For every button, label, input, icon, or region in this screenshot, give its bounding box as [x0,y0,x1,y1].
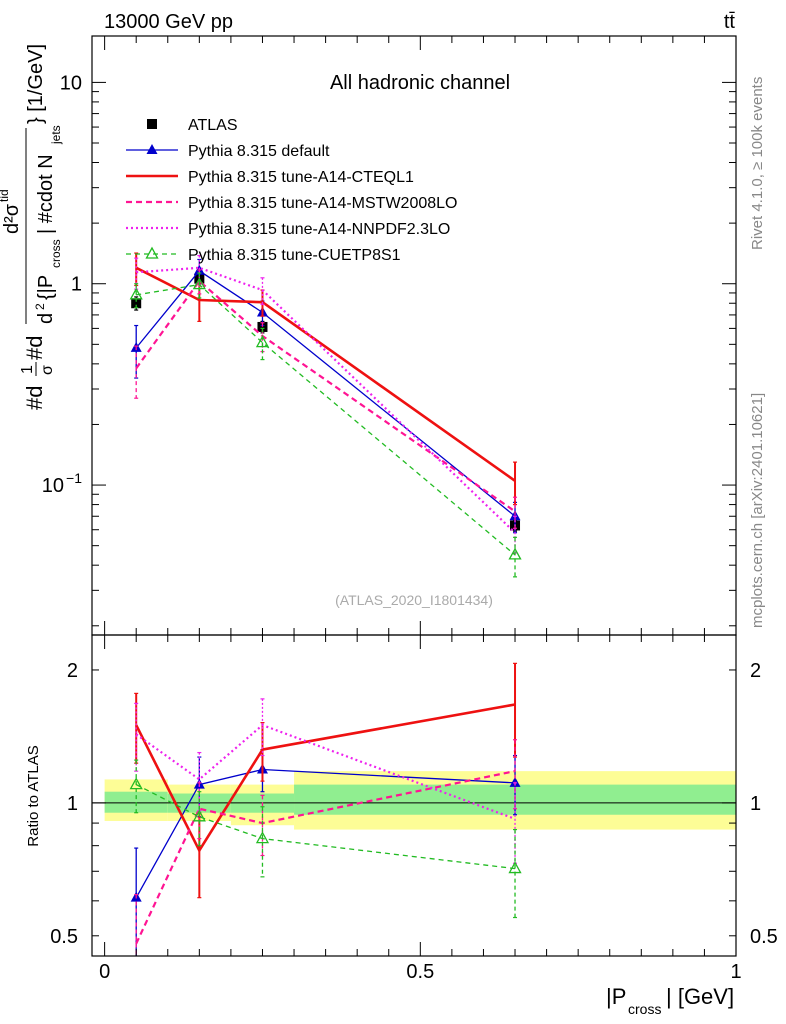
point-cuetp8s1-0-ratio [129,777,143,790]
ylabel-d2-num-sup: tid [0,189,11,202]
line-cuetp8s1-ratio [135,784,516,870]
series-cuetp8s1-ratio [129,759,522,919]
point-atlas-0 [131,298,142,309]
point-cuetp8s1-3-ratio [508,861,522,874]
ylabel-d2-den-a: d [35,313,57,324]
point-cuetp8s1-1-ratio [192,809,206,822]
ratio-y-tick-label-2: 0.5 [50,926,78,948]
series-atlas [131,273,521,532]
ylabel-frac-num: 1 [19,365,36,374]
ylabel-d2-den-sub: cross [49,239,63,268]
process-label: tt̄ [724,11,736,33]
line-cuetp8s1 [136,283,516,556]
legend-label-atlas: ATLAS [188,117,238,134]
ylabel-d2-num: d²σ [1,203,23,234]
ylabel-d2-den-c: | #cdot N [35,154,57,234]
legend: ATLAS Pythia 8.315 default Pythia 8.315 tu… [126,117,457,264]
line-nnpdf-ratio [135,723,516,820]
series-mstw [134,269,518,529]
legend-label-mstw: Pythia 8.315 tune-A14-MSTW2008LO [188,195,457,212]
y-tick-label-1: 1 [71,274,82,296]
point-cuetp8s1-2 [255,335,270,348]
rivet-version-label: Rivet 4.1.0, ≥ 100k events [749,77,766,250]
ratio-y-tick-label-0: 2 [67,660,78,682]
y-tick-sup-2: −1 [66,470,82,486]
chart-title: All hadronic channel [330,72,510,94]
ylabel-d2-exp: 2 [33,303,47,310]
xlabel-main: |P [606,984,626,1009]
analysis-tag: (ATLAS_2020_I1801434) [335,592,493,608]
x-tick-label-1: 0.5 [406,961,434,983]
legend-label-nnpdf: Pythia 8.315 tune-A14-NNPDF2.3LO [188,221,450,238]
y-tick-label-2: 10 [42,475,64,497]
point-cuetp8s1-2-ratio [255,831,270,844]
legend-marker-atlas [147,119,157,129]
series-cuetp8s1 [129,272,522,578]
ylabel-prefix: #d [22,386,47,410]
point-cuetp8s1-1 [192,277,206,290]
x-axis-label: |P cross | [GeV] [606,984,734,1017]
x-tick-label-0: 0 [99,961,110,983]
ylabel-d2-den-sub2: jets [49,125,63,145]
line-default [135,269,516,517]
point-default-3 [509,510,521,521]
ratio-y-tick-label-right-0: 2 [750,660,761,682]
legend-label-cteql1: Pythia 8.315 tune-A14-CTEQL1 [188,169,414,186]
ylabel-d2-den-b: {|P [35,275,57,300]
x-tick-label-2: 1 [730,961,741,983]
ylabel-tail: } [1/GeV] [25,44,47,124]
ratio-frame [91,634,737,957]
ratio-panel: 2 2 1 1 0.5 0.5 0 0.5 1 Ratio to ATLAS |P cross | [G… [25,634,778,1017]
point-cuetp8s1-3 [508,547,522,560]
series-default [130,258,521,534]
legend-label-default: Pythia 8.315 default [188,143,330,160]
ratio-y-tick-label-right-1: 1 [750,793,761,815]
line-cteql1 [135,266,516,482]
ratio-y-tick-label-right-2: 0.5 [750,926,778,948]
line-nnpdf [136,266,516,534]
mcplots-label: mcplots.cern.ch [arXiv:2401.10621] [749,393,766,628]
legend-label-cuetp8s1: Pythia 8.315 tune-CUETP8S1 [188,247,401,264]
xlabel-sub: cross [628,1001,661,1017]
legend-marker-default [146,144,158,154]
line-mstw [135,279,516,513]
line-mstw-ratio [135,770,516,945]
energy-label: 13000 GeV pp [104,11,233,33]
ratio-y-tick-label-1: 1 [67,793,78,815]
legend-marker-cuetp8s1 [145,246,159,259]
ratio-y-axis-label: Ratio to ATLAS [25,745,42,846]
line-cteql1-ratio [135,703,516,854]
ylabel-mid: #d [22,336,47,360]
ylabel-frac-den: σ [39,365,56,375]
xlabel-tail: | [GeV] [666,984,734,1009]
point-atlas-2 [257,321,268,332]
line-default-ratio [135,768,516,899]
point-cuetp8s1-0 [129,287,143,300]
y-tick-label-0: 10 [60,72,82,94]
